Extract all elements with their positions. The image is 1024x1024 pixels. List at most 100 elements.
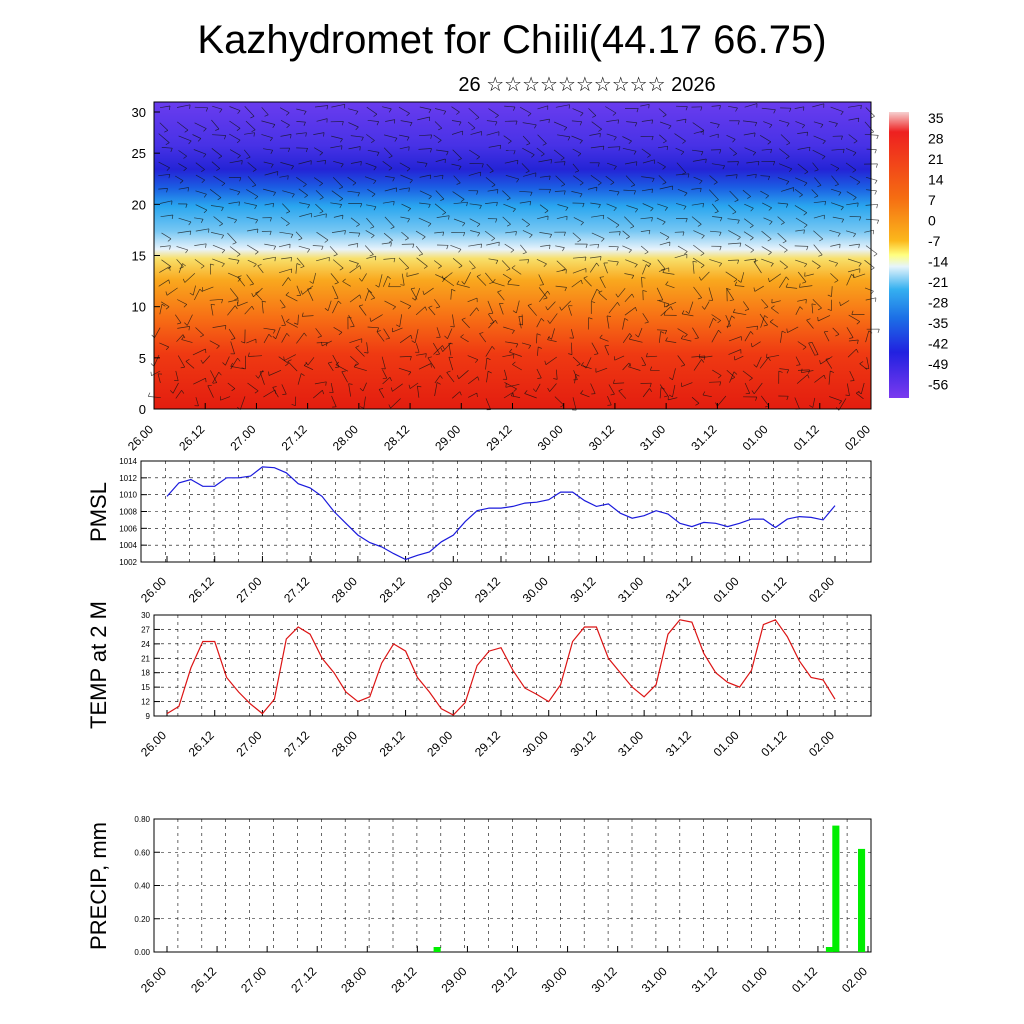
wind-barb (468, 108, 480, 118)
wind-barb (794, 189, 803, 196)
wind-barb (347, 190, 360, 194)
wind-barb-flag (613, 207, 617, 212)
colorbar-label: -28 (928, 295, 948, 311)
wind-barb-flag (237, 155, 241, 159)
wind-barb (278, 243, 291, 248)
wind-barb (331, 230, 346, 233)
wind-barb-flag (210, 263, 215, 266)
wind-barb-flag (409, 122, 413, 127)
wind-barb-flag (200, 359, 204, 364)
wind-barb (418, 148, 432, 150)
x-tick-label: 26.00 (125, 422, 156, 453)
wind-barb-flag (525, 170, 530, 174)
wind-barb-flag (506, 197, 511, 201)
wind-barb (622, 318, 625, 330)
wind-barb-flag (240, 341, 245, 344)
wind-barb-flag (840, 111, 844, 116)
wind-barb-flag (703, 355, 706, 360)
precip-grid (154, 819, 871, 952)
wind-barb-flag (476, 393, 478, 398)
wind-barb-flag (236, 128, 241, 131)
wind-barb (614, 355, 625, 361)
wind-barb (296, 108, 307, 112)
wind-barb-flag (203, 193, 207, 198)
wind-barb (244, 202, 257, 206)
wind-barb (727, 259, 739, 261)
wind-barb-flag (491, 346, 495, 350)
wind-barb-flag (252, 184, 257, 188)
x-tick-label: 01.00 (739, 964, 770, 995)
wind-barb (700, 271, 710, 281)
wind-barb-flag (757, 161, 760, 166)
wind-barb-flag (466, 202, 468, 207)
wind-barb-flag (717, 124, 720, 129)
x-tick-label: 31.00 (615, 574, 646, 605)
wind-barb-flag (749, 237, 754, 241)
wind-barb (589, 243, 599, 246)
wind-barb-flag (430, 148, 432, 153)
wind-barb-flag (273, 246, 277, 250)
wind-barb (780, 330, 783, 343)
wind-barb (672, 368, 676, 380)
wind-barb (210, 205, 224, 208)
wind-barb-flag (664, 207, 668, 211)
wind-barb (358, 305, 367, 316)
wind-barb-flag (769, 124, 773, 129)
wind-barb (239, 396, 246, 410)
wind-barb (692, 257, 705, 266)
wind-barb-flag (442, 345, 445, 350)
x-tick-label: 28.12 (388, 964, 419, 995)
wind-barb (830, 273, 839, 281)
wind-barb-flag (322, 390, 325, 395)
wind-barb-flag (356, 224, 360, 227)
wind-barb (812, 162, 819, 171)
x-tick-label: 30.00 (539, 964, 570, 995)
wind-barb (591, 289, 598, 301)
wind-barb-flag (251, 129, 256, 133)
wind-barb (280, 216, 290, 224)
wind-barb (512, 364, 522, 371)
wind-barb-flag (272, 329, 276, 334)
wind-barb-flag (417, 385, 422, 388)
wind-barb-flag (515, 231, 517, 236)
wind-barb-flag (392, 306, 396, 310)
wind-barb (779, 260, 788, 268)
wind-barb-flag (262, 300, 267, 303)
wind-barb-flag (252, 169, 257, 172)
x-tick-label: 31.12 (663, 728, 694, 759)
wind-barb-flag (545, 306, 548, 311)
wind-barb (195, 327, 204, 336)
wind-barb (195, 397, 199, 407)
wind-barb-flag (491, 184, 496, 188)
wind-barb (176, 104, 191, 108)
x-tick-label: 26.00 (138, 574, 169, 605)
wind-barb-flag (513, 388, 517, 392)
wind-barb (613, 382, 625, 384)
wind-barb (229, 288, 239, 299)
wind-barb-flag (272, 336, 277, 340)
wind-barb (503, 326, 515, 331)
wind-barb-flag (396, 324, 400, 328)
wind-barb (335, 364, 349, 372)
wind-barb (211, 148, 223, 157)
wind-barb-flag (303, 121, 306, 126)
wind-barb (244, 305, 253, 315)
wind-barb-flag (285, 363, 289, 367)
wind-barb (761, 246, 772, 253)
wind-barb (572, 397, 577, 411)
wind-barb-flag (388, 108, 392, 113)
wind-barb (261, 301, 264, 314)
wind-barb-flag (610, 393, 615, 396)
wind-barb (367, 149, 380, 153)
wind-barb (247, 259, 257, 265)
wind-barb (246, 274, 254, 285)
wind-barb (469, 218, 481, 225)
wind-barb (314, 381, 327, 385)
colorbar-label: 28 (928, 131, 944, 147)
wind-barb (193, 149, 207, 155)
wind-barb-flag (360, 203, 363, 208)
wind-barb (333, 326, 343, 333)
wind-barb-flag (597, 182, 602, 186)
wind-barb-flag (388, 282, 391, 287)
wind-barb (540, 244, 551, 247)
